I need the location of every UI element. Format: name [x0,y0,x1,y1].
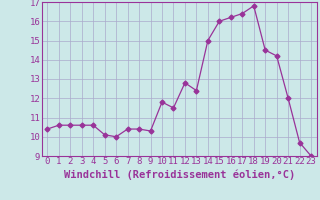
X-axis label: Windchill (Refroidissement éolien,°C): Windchill (Refroidissement éolien,°C) [64,169,295,180]
